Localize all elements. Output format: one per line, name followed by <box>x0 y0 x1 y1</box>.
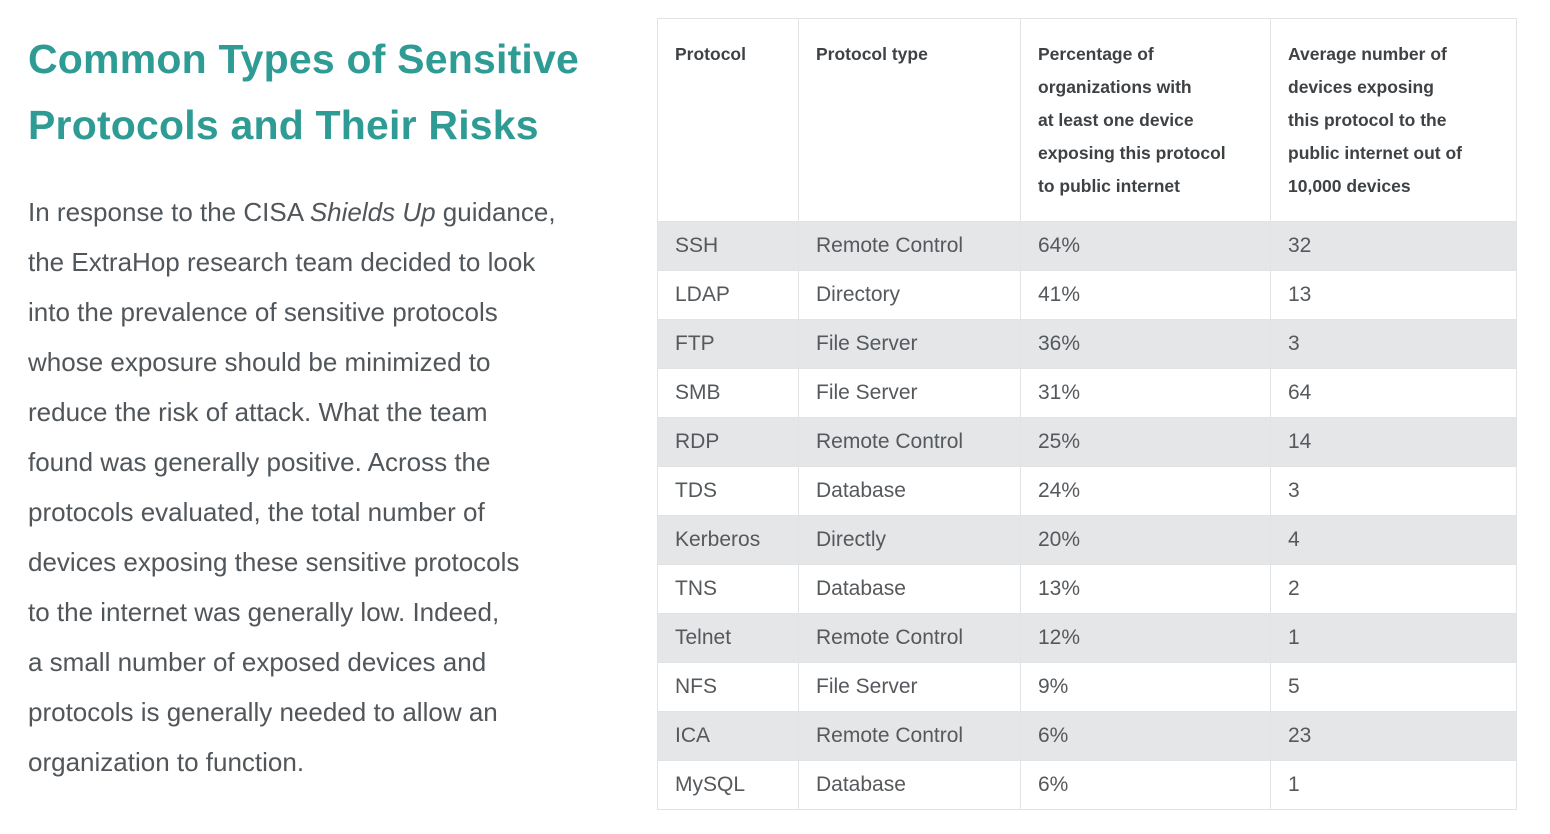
cell-percentage: 13% <box>1020 564 1271 614</box>
header-line: to public internet <box>1038 176 1180 196</box>
cell-protocol-type: Remote Control <box>798 711 1021 761</box>
cell-average-devices: 5 <box>1270 662 1517 712</box>
cell-protocol: ICA <box>657 711 799 761</box>
header-line: this protocol to the <box>1288 110 1447 130</box>
cell-percentage: 6% <box>1020 760 1271 810</box>
cell-protocol-type: Directly <box>798 515 1021 565</box>
cell-percentage: 20% <box>1020 515 1271 565</box>
protocols-table-section: Protocol Protocol type Percentage of org… <box>657 18 1517 810</box>
paragraph-line: into the prevalence of sensitive protoco… <box>28 297 498 327</box>
table-row: Telnet Remote Control 12% 1 <box>657 613 1517 663</box>
intro-paragraph: In response to the CISA Shields Up guida… <box>28 187 628 787</box>
paragraph-text: guidance, <box>435 197 556 227</box>
cell-percentage: 25% <box>1020 417 1271 467</box>
cell-average-devices: 3 <box>1270 319 1517 369</box>
italic-citation: Shields Up <box>309 197 436 227</box>
cell-average-devices: 1 <box>1270 760 1517 810</box>
paragraph-line: reduce the risk of attack. What the team <box>28 397 488 427</box>
table-row: Kerberos Directly 20% 4 <box>657 515 1517 565</box>
cell-protocol: SSH <box>657 221 799 271</box>
cell-protocol: Kerberos <box>657 515 799 565</box>
cell-protocol-type: Database <box>798 760 1021 810</box>
column-header-percentage: Percentage of organizations with at leas… <box>1020 18 1271 222</box>
paragraph-line: protocols evaluated, the total number of <box>28 497 485 527</box>
cell-protocol: TDS <box>657 466 799 516</box>
cell-average-devices: 64 <box>1270 368 1517 418</box>
table-row: FTP File Server 36% 3 <box>657 319 1517 369</box>
header-line: Average number of <box>1288 44 1447 64</box>
cell-protocol-type: Database <box>798 466 1021 516</box>
cell-protocol: Telnet <box>657 613 799 663</box>
paragraph-line: found was generally positive. Across the <box>28 447 491 477</box>
header-line: 10,000 devices <box>1288 176 1411 196</box>
page-title-line: Common Types of Sensitive <box>28 36 580 82</box>
header-line: Percentage of <box>1038 44 1154 64</box>
cell-percentage: 64% <box>1020 221 1271 271</box>
cell-average-devices: 14 <box>1270 417 1517 467</box>
column-header-protocol: Protocol <box>657 18 799 222</box>
table-row: TNS Database 13% 2 <box>657 564 1517 614</box>
cell-average-devices: 23 <box>1270 711 1517 761</box>
header-line: devices exposing <box>1288 77 1434 97</box>
cell-protocol: LDAP <box>657 270 799 320</box>
cell-percentage: 6% <box>1020 711 1271 761</box>
paragraph-line: organization to function. <box>28 747 305 777</box>
table-row: TDS Database 24% 3 <box>657 466 1517 516</box>
cell-protocol-type: Database <box>798 564 1021 614</box>
cell-percentage: 36% <box>1020 319 1271 369</box>
paragraph-text: In response to the CISA <box>28 197 310 227</box>
table-row: LDAP Directory 41% 13 <box>657 270 1517 320</box>
intro-section: Common Types of Sensitive Protocols and … <box>28 26 628 787</box>
paragraph-line: the ExtraHop research team decided to lo… <box>28 247 536 277</box>
table-row: SMB File Server 31% 64 <box>657 368 1517 418</box>
paragraph-line: a small number of exposed devices and <box>28 647 487 677</box>
table-row: NFS File Server 9% 5 <box>657 662 1517 712</box>
header-line: Protocol type <box>816 44 928 64</box>
cell-percentage: 24% <box>1020 466 1271 516</box>
cell-percentage: 41% <box>1020 270 1271 320</box>
table-row: ICA Remote Control 6% 23 <box>657 711 1517 761</box>
cell-percentage: 9% <box>1020 662 1271 712</box>
paragraph-line: protocols is generally needed to allow a… <box>28 697 498 727</box>
table-row: MySQL Database 6% 1 <box>657 760 1517 810</box>
header-line: exposing this protocol <box>1038 143 1226 163</box>
header-line: public internet out of <box>1288 143 1463 163</box>
header-line: at least one device <box>1038 110 1194 130</box>
column-header-average-devices: Average number of devices exposing this … <box>1270 18 1517 222</box>
cell-protocol: FTP <box>657 319 799 369</box>
header-line: Protocol <box>675 44 746 64</box>
table-row: SSH Remote Control 64% 32 <box>657 221 1517 271</box>
cell-percentage: 31% <box>1020 368 1271 418</box>
header-line: organizations with <box>1038 77 1192 97</box>
cell-protocol: SMB <box>657 368 799 418</box>
paragraph-line: whose exposure should be minimized to <box>28 347 491 377</box>
cell-protocol: MySQL <box>657 760 799 810</box>
cell-average-devices: 4 <box>1270 515 1517 565</box>
cell-protocol-type: Remote Control <box>798 417 1021 467</box>
cell-protocol: TNS <box>657 564 799 614</box>
cell-protocol-type: Directory <box>798 270 1021 320</box>
cell-average-devices: 3 <box>1270 466 1517 516</box>
cell-protocol-type: File Server <box>798 662 1021 712</box>
paragraph-line: to the internet was generally low. Indee… <box>28 597 500 627</box>
column-header-protocol-type: Protocol type <box>798 18 1021 222</box>
protocols-table: Protocol Protocol type Percentage of org… <box>657 18 1517 810</box>
cell-average-devices: 1 <box>1270 613 1517 663</box>
paragraph-line: In response to the CISA Shields Up guida… <box>28 187 628 237</box>
cell-percentage: 12% <box>1020 613 1271 663</box>
cell-average-devices: 13 <box>1270 270 1517 320</box>
cell-protocol: RDP <box>657 417 799 467</box>
table-row: RDP Remote Control 25% 14 <box>657 417 1517 467</box>
cell-protocol: NFS <box>657 662 799 712</box>
page-title-line: Protocols and Their Risks <box>28 102 539 148</box>
cell-protocol-type: File Server <box>798 368 1021 418</box>
paragraph-line: devices exposing these sensitive protoco… <box>28 547 520 577</box>
cell-average-devices: 2 <box>1270 564 1517 614</box>
page-title: Common Types of Sensitive Protocols and … <box>28 26 628 158</box>
table-header-row: Protocol Protocol type Percentage of org… <box>657 18 1517 222</box>
cell-average-devices: 32 <box>1270 221 1517 271</box>
cell-protocol-type: Remote Control <box>798 221 1021 271</box>
cell-protocol-type: File Server <box>798 319 1021 369</box>
cell-protocol-type: Remote Control <box>798 613 1021 663</box>
